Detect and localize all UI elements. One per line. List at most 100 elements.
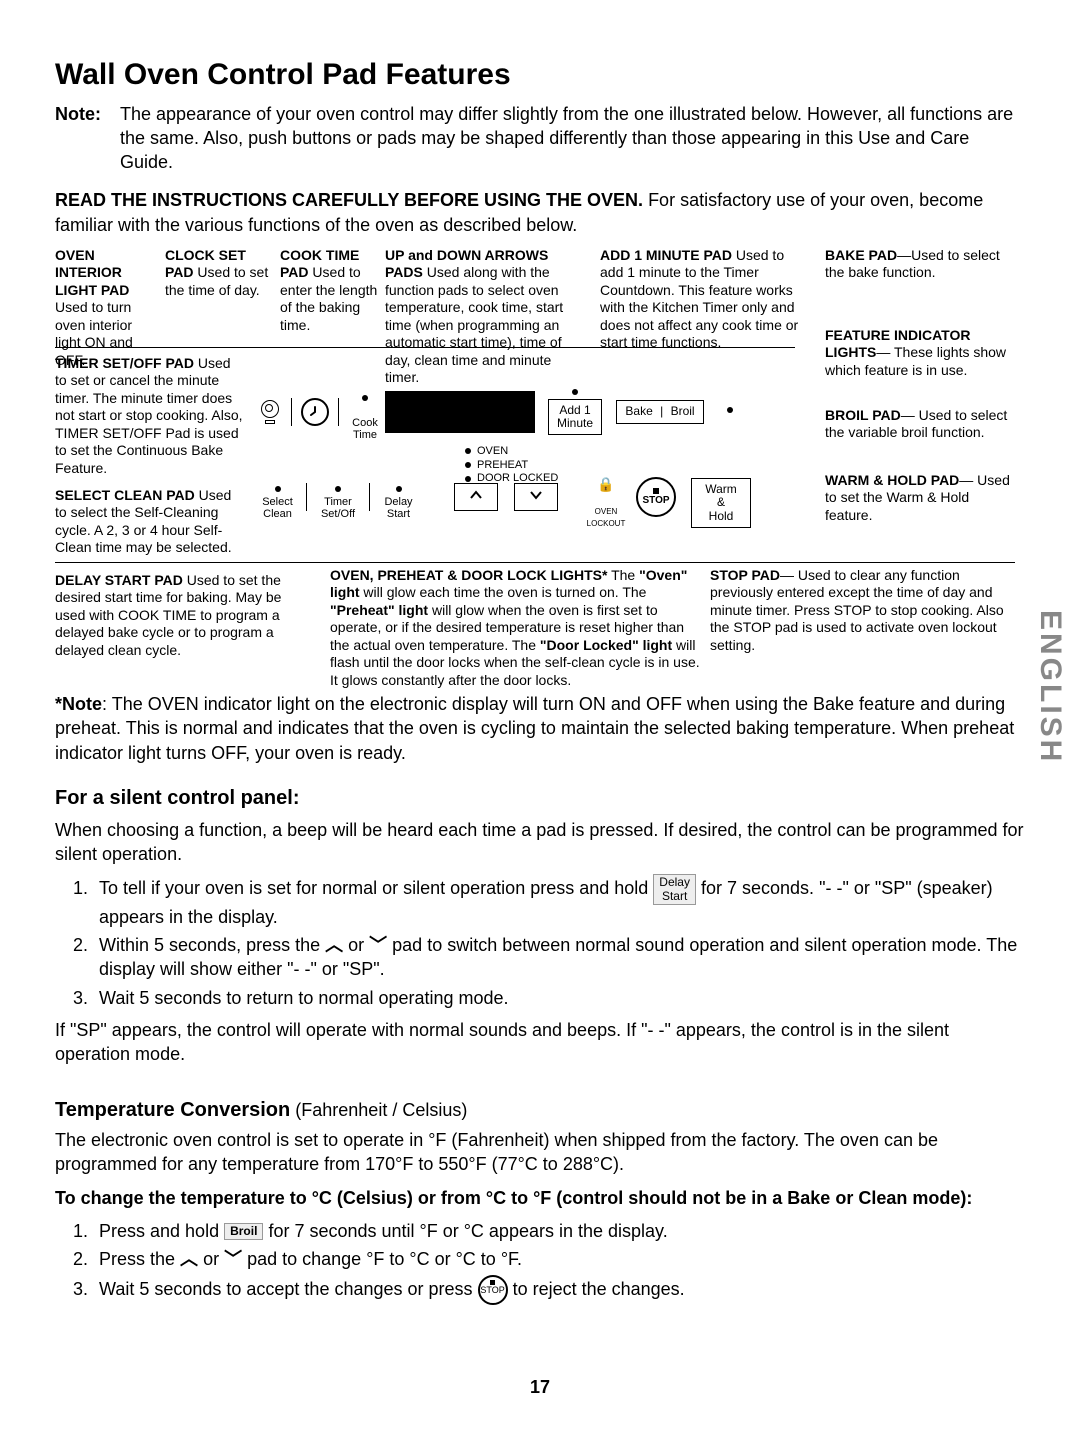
separator: [338, 398, 339, 426]
silent-steps: To tell if your oven is set for normal o…: [93, 874, 1025, 1010]
arrow-down-pad: [511, 483, 561, 510]
callout-delaystart: DELAY START PAD Used to set the desired …: [55, 572, 315, 660]
stop-inline-pad: STOP: [478, 1275, 508, 1305]
silent-tail: If "SP" appears, the control will operat…: [55, 1018, 1025, 1067]
temp-steps: Press and hold Broil for 7 seconds until…: [93, 1219, 1025, 1306]
add-minute-pad: Add 1 Minute: [545, 389, 605, 435]
indicator-oven: OVEN: [465, 445, 558, 459]
silent-step-2: Within 5 seconds, press the ︿ or ﹀ pad t…: [93, 933, 1025, 982]
lockout-icon: 🔒 OVEN LOCKOUT: [581, 465, 631, 529]
step-text: Within 5 seconds, press the: [99, 935, 325, 955]
panel-top-row: Cook Time Add 1 Minute Bake | Broil: [255, 387, 795, 437]
temp-subheading: (Fahrenheit / Celsius): [295, 1100, 467, 1120]
chevron-up-icon: ︿: [180, 1249, 198, 1269]
callout-body: "Door Locked" light: [540, 637, 672, 653]
step-text: or: [203, 1249, 224, 1269]
pad-label: Select Clean: [262, 496, 293, 520]
pad-label: Start: [662, 889, 687, 903]
pad-label: Bake: [625, 404, 652, 418]
callout-head: BROIL PAD: [825, 407, 901, 423]
callout-head: SELECT CLEAN PAD: [55, 487, 195, 503]
callout-head: WARM & HOLD PAD: [825, 472, 959, 488]
callout-body: will glow each time the oven is turned o…: [360, 584, 647, 600]
step-text: for 7 seconds until °F or °C appears in …: [268, 1221, 667, 1241]
callout-body: Used along with the function pads to sel…: [385, 264, 563, 385]
callout-head: DELAY START PAD: [55, 572, 183, 588]
lock-icon: 🔒: [597, 476, 614, 492]
temp-heading: Temperature Conversion: [55, 1099, 290, 1121]
panel-bottom-row: Select Clean Timer Set/Off Delay Start: [255, 472, 795, 522]
temp-intro: The electronic oven control is set to op…: [55, 1128, 1025, 1177]
light-pad: [255, 400, 285, 424]
divider-line: [55, 562, 1015, 563]
separator: [369, 483, 370, 511]
temp-step-1: Press and hold Broil for 7 seconds until…: [93, 1219, 1025, 1243]
callout-body: Used to set or cancel the minute timer. …: [55, 355, 243, 476]
step-text: To tell if your oven is set for normal o…: [99, 878, 653, 898]
silent-step-3: Wait 5 seconds to return to normal opera…: [93, 986, 1025, 1010]
pad-label: Delay: [659, 875, 690, 889]
pad-label: STOP: [480, 1285, 504, 1295]
page-number: 17: [55, 1375, 1025, 1399]
silent-heading: For a silent control panel:: [55, 785, 1025, 812]
control-panel-graphic: Cook Time Add 1 Minute Bake | Broil OVEN…: [255, 377, 795, 547]
delay-start-pad: Delay Start: [376, 474, 421, 520]
clock-icon: [301, 398, 329, 426]
footnote-text: : The OVEN indicator light on the electr…: [55, 694, 1014, 763]
display: [385, 391, 545, 433]
timer-setoff-pad: Timer Set/Off: [313, 474, 363, 520]
callout-feature-lights: FEATURE INDICATOR LIGHTS— These lights s…: [825, 327, 1015, 380]
arrow-up-pad: [451, 483, 501, 510]
callout-addmin: ADD 1 MINUTE PAD Used to add 1 minute to…: [600, 247, 810, 352]
silent-step-1: To tell if your oven is set for normal o…: [93, 874, 1025, 929]
broil-inline-pad: Broil: [224, 1223, 263, 1240]
callout-head: TIMER SET/OFF PAD: [55, 355, 194, 371]
indicator-preheat: PREHEAT: [465, 459, 558, 473]
step-text: Press the: [99, 1249, 180, 1269]
callout-oven-lights: OVEN, PREHEAT & DOOR LOCK LIGHTS* The "O…: [330, 567, 700, 690]
read-instructions: READ THE INSTRUCTIONS CAREFULLY BEFORE U…: [55, 188, 1025, 237]
pad-label: STOP: [642, 495, 669, 506]
pad-label: Warm & Hold: [691, 478, 751, 528]
temp-step-3: Wait 5 seconds to accept the changes or …: [93, 1275, 1025, 1305]
callout-oven-light: OVEN INTERIOR LIGHT PAD Used to turn ove…: [55, 247, 155, 370]
warm-hold-pad: Warm & Hold: [691, 466, 751, 528]
chevron-down-icon: ﹀: [224, 1249, 242, 1269]
callout-clock: CLOCK SET PAD Used to set the time of da…: [165, 247, 275, 300]
chevron-down-icon: [514, 483, 558, 510]
callout-select-clean: SELECT CLEAN PAD Used to select the Self…: [55, 487, 245, 557]
note-label: Note:: [55, 102, 115, 126]
language-tab: ENGLISH: [1030, 610, 1071, 764]
bake-broil-pad: Bake | Broil: [605, 400, 715, 423]
feature-dot: [715, 407, 745, 417]
callout-timer: TIMER SET/OFF PAD Used to set or cancel …: [55, 355, 245, 478]
step-text: Press and hold: [99, 1221, 224, 1241]
temp-step-2: Press the ︿ or ﹀ pad to change °F to °C …: [93, 1247, 1025, 1271]
cook-time-pad: Cook Time: [345, 383, 385, 441]
pad-label: Add 1 Minute: [548, 399, 602, 435]
read-bold: READ THE INSTRUCTIONS CAREFULLY BEFORE U…: [55, 190, 643, 210]
divider-line: [55, 347, 795, 348]
page-title: Wall Oven Control Pad Features: [55, 55, 1025, 96]
pad-label: OVEN LOCKOUT: [587, 507, 626, 528]
clock-pad: [298, 398, 332, 426]
separator: [306, 483, 307, 511]
bake-broil-box: Bake | Broil: [616, 400, 703, 423]
separator: [291, 398, 292, 426]
callout-head: ADD 1 MINUTE PAD: [600, 247, 732, 263]
pad-label: Timer Set/Off: [321, 496, 355, 520]
callout-cooktime: COOK TIME PAD Used to enter the length o…: [280, 247, 380, 335]
callout-stop: STOP PAD— Used to clear any function pre…: [710, 567, 1010, 655]
step-text: to reject the changes.: [513, 1279, 685, 1299]
callout-head: OVEN, PREHEAT & DOOR LOCK LIGHTS*: [330, 567, 607, 583]
pad-label: Cook Time: [352, 417, 378, 441]
silent-intro: When choosing a function, a beep will be…: [55, 818, 1025, 867]
callout-body: "Preheat" light: [330, 602, 428, 618]
callout-head: BAKE PAD: [825, 247, 897, 263]
footnote: *Note: The OVEN indicator light on the e…: [55, 692, 1025, 765]
chevron-up-icon: ︿: [325, 935, 343, 955]
callout-warmhold: WARM & HOLD PAD— Used to set the Warm & …: [825, 472, 1015, 525]
callout-broil: BROIL PAD— Used to select the variable b…: [825, 407, 1015, 442]
callout-head: OVEN INTERIOR LIGHT PAD: [55, 247, 129, 298]
pad-label: Delay Start: [384, 496, 412, 520]
